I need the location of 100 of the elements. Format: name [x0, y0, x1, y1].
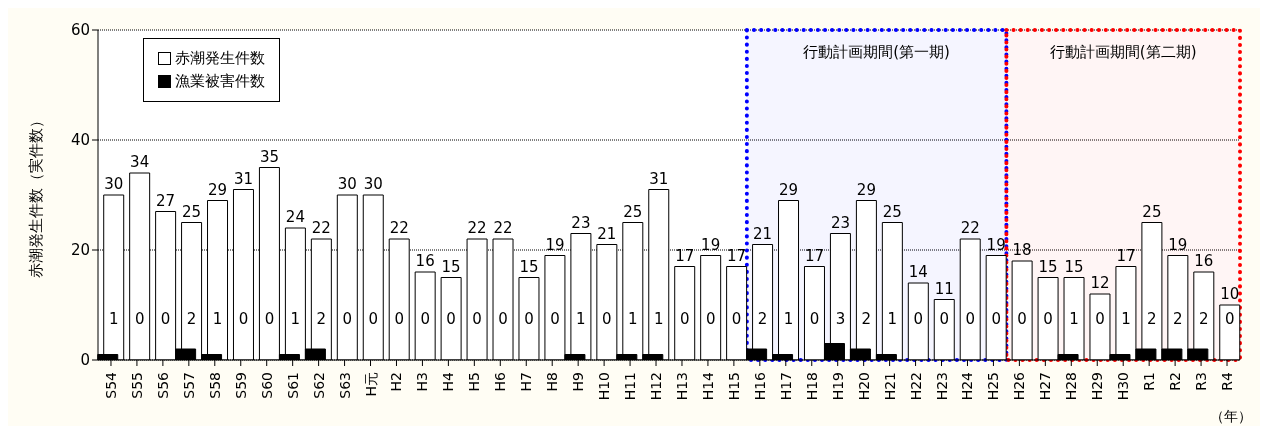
y-tick-label: 0 — [80, 351, 90, 370]
data-label: 30 — [363, 175, 383, 193]
x-tick-label: H14 — [699, 371, 716, 401]
data-label: 0 — [342, 310, 353, 328]
data-label: 25 — [882, 202, 902, 221]
data-label: 16 — [415, 252, 435, 270]
data-label: 0 — [1017, 310, 1027, 328]
x-tick-label: H16 — [751, 371, 768, 401]
data-label: 0 — [446, 310, 456, 328]
x-tick-label: R3 — [1193, 372, 1210, 391]
data-label: 19 — [545, 235, 565, 254]
x-tick-label: H15 — [725, 372, 742, 401]
data-label: 17 — [675, 246, 695, 265]
data-label: 17 — [804, 246, 825, 265]
x-tick-label: H13 — [673, 372, 690, 401]
data-label: 10 — [1220, 285, 1240, 303]
x-tick-label: H18 — [803, 372, 820, 401]
data-label: 25 — [623, 202, 643, 221]
data-label: 0 — [394, 310, 404, 328]
data-label: 2 — [316, 310, 327, 328]
x-tick-label: H28 — [1063, 372, 1080, 401]
data-label: 0 — [264, 310, 275, 328]
data-label: 0 — [160, 310, 171, 328]
x-tick-label: H3 — [414, 372, 431, 392]
data-label: 34 — [130, 153, 150, 171]
y-axis-title: 赤潮発生件数（実件数） — [27, 112, 46, 278]
x-tick-label: S58 — [206, 372, 223, 399]
data-label: 30 — [104, 175, 124, 193]
legend-label: 漁業被害件数 — [174, 72, 265, 91]
x-tick-label: S57 — [180, 372, 197, 399]
x-tick-label: H9 — [570, 372, 587, 392]
data-label: 22 — [311, 219, 331, 237]
x-tick-label: S56 — [154, 371, 171, 399]
x-tick-label: H4 — [440, 371, 457, 392]
x-tick-label: H30 — [1115, 372, 1132, 401]
x-axis-title: （年） — [1210, 408, 1252, 426]
data-label: 23 — [571, 213, 591, 232]
data-label: 19 — [1168, 235, 1188, 254]
data-label: 0 — [679, 310, 690, 328]
data-label: 31 — [233, 169, 254, 188]
data-label: 19 — [701, 235, 721, 254]
data-label: 21 — [597, 224, 617, 243]
data-label: 21 — [753, 224, 773, 243]
data-label: 0 — [991, 310, 1001, 328]
data-label: 19 — [986, 235, 1006, 254]
data-label: 1 — [576, 310, 586, 328]
data-label: 0 — [550, 310, 560, 328]
band-label: 行動計画期間(第二期) — [1049, 42, 1197, 61]
data-label: 35 — [259, 147, 279, 166]
data-label: 1 — [1121, 310, 1131, 328]
x-tick-label: H24 — [959, 371, 976, 401]
x-tick-label: H29 — [1089, 372, 1106, 401]
data-label: 0 — [965, 310, 975, 328]
data-label: 25 — [182, 202, 202, 221]
data-label: 15 — [519, 257, 539, 276]
data-label: 0 — [809, 310, 820, 328]
x-tick-label: H26 — [1011, 371, 1028, 401]
data-label: 0 — [420, 310, 430, 328]
data-label: 17 — [727, 246, 747, 265]
data-label: 0 — [238, 310, 249, 328]
data-label: 22 — [960, 219, 980, 237]
data-label: 22 — [493, 219, 513, 237]
data-label: 1 — [887, 310, 898, 328]
x-tick-label: H19 — [829, 372, 846, 401]
x-tick-label: H23 — [933, 372, 950, 401]
x-tick-label: H12 — [648, 372, 665, 401]
data-label: 30 — [337, 175, 357, 193]
data-label: 1 — [653, 310, 664, 328]
data-label: 1 — [628, 310, 638, 328]
data-label: 14 — [908, 263, 928, 281]
x-tick-label: S62 — [310, 372, 327, 399]
data-label: 25 — [1142, 202, 1162, 221]
data-label: 0 — [524, 310, 534, 328]
data-label: 16 — [1194, 252, 1214, 270]
x-tick-label: S61 — [284, 372, 301, 399]
x-tick-label: H17 — [777, 372, 794, 401]
x-tick-label: H10 — [596, 372, 613, 401]
data-label: 0 — [731, 310, 742, 328]
data-label: 1 — [108, 310, 119, 328]
data-label: 29 — [856, 180, 876, 199]
data-label: 2 — [757, 310, 768, 328]
data-label: 29 — [778, 180, 799, 199]
data-label: 0 — [134, 310, 145, 328]
data-label: 29 — [207, 180, 228, 199]
data-label: 15 — [1064, 257, 1084, 276]
data-label: 3 — [835, 310, 846, 328]
x-tick-label: S54 — [102, 371, 119, 399]
x-tick-label: H5 — [466, 372, 483, 392]
x-tick-label: S59 — [232, 372, 249, 399]
data-label: 18 — [1012, 241, 1032, 259]
data-label: 0 — [368, 310, 379, 328]
x-tick-label: H2 — [388, 372, 405, 392]
data-label: 22 — [467, 219, 487, 237]
data-label: 22 — [389, 219, 409, 237]
data-label: 2 — [1199, 310, 1209, 328]
x-tick-label: H21 — [881, 372, 898, 401]
data-label: 0 — [1224, 310, 1235, 328]
data-label: 0 — [472, 310, 482, 328]
x-tick-label: H25 — [985, 372, 1002, 401]
x-tick-label: H7 — [518, 372, 535, 392]
